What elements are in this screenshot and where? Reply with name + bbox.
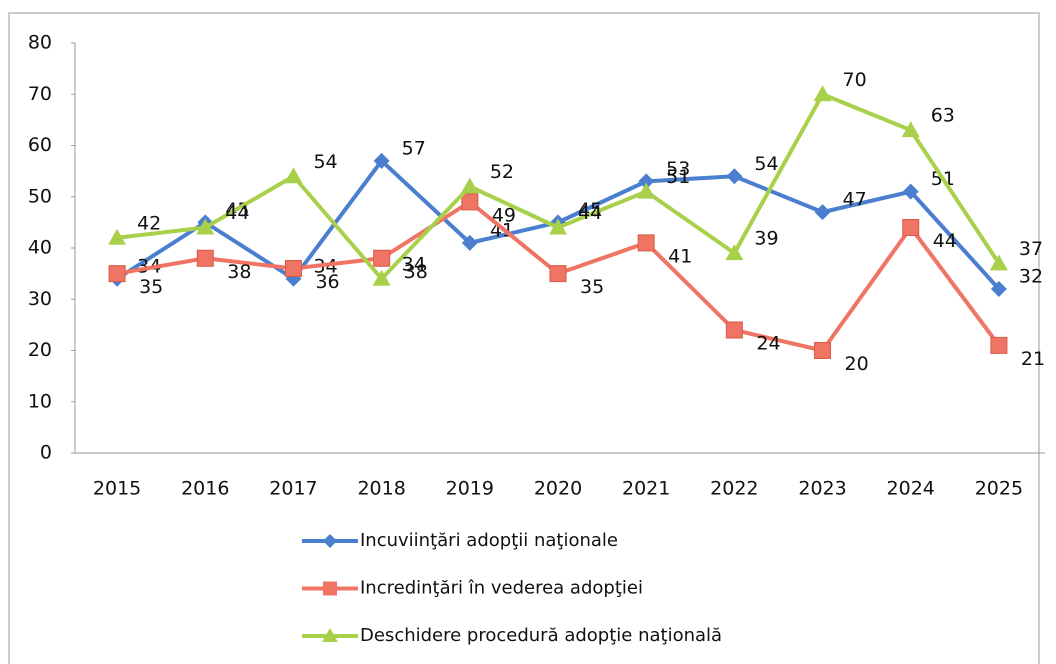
y-tick-label: 50 [28,185,52,207]
y-tick-label: 70 [28,83,52,105]
point [196,218,215,235]
chart-frame [8,12,1040,664]
data-label: 24 [756,333,780,355]
point [637,234,655,252]
data-label: 37 [1019,238,1043,260]
y-tick-label: 30 [28,288,52,310]
legend-label: Incredinţări în vederea adopţiei [360,578,643,599]
point [549,265,567,283]
x-tick-label: 2020 [534,478,582,500]
point [990,336,1008,354]
x-tick-label: 2015 [93,478,141,500]
legend: Incuviinţări adopţii naţionale Incredinţă… [302,530,722,646]
data-label: 53 [666,158,690,180]
point [814,342,832,359]
legend-marker [323,581,337,596]
x-tick-label: 2024 [887,478,935,500]
point [725,321,743,339]
point [373,249,391,267]
point [726,168,743,185]
point [725,244,744,261]
point [990,281,1007,297]
x-tick-label: 2019 [446,478,494,500]
y-tick-label: 20 [28,339,52,361]
x-tick-label: 2017 [269,478,317,500]
legend-marker [323,534,337,548]
point [637,182,656,199]
data-label: 35 [580,276,604,298]
point [372,269,391,286]
y-tick-label: 80 [28,32,52,54]
x-tick-label: 2022 [710,478,758,500]
x-tick-label: 2018 [357,478,405,500]
data-label: 39 [754,228,778,250]
x-tick-label: 2023 [798,478,846,500]
point [902,219,920,236]
point [901,121,920,138]
data-label: 70 [843,69,867,91]
data-label: 35 [139,276,163,298]
point [284,260,302,277]
y-tick-label: 40 [28,237,52,259]
data-label: 38 [404,261,428,283]
point [638,173,655,190]
data-label: 44 [933,230,957,252]
point [284,167,303,184]
data-label: 34 [402,253,426,275]
data-label: 54 [754,153,778,175]
point [813,85,832,102]
data-label: 57 [402,137,426,159]
data-label: 32 [1019,266,1043,288]
data-label: 54 [313,151,337,173]
data-label: 49 [492,204,516,226]
y-tick-label: 10 [28,390,52,412]
data-label: 41 [668,245,692,267]
legend-label: Incuviinţări adopţii naţionale [360,530,618,551]
point [989,254,1008,271]
data-label: 51 [666,166,690,188]
x-tick-label: 2025 [975,478,1023,500]
data-label: 21 [1021,348,1045,370]
y-tick-label: 60 [28,134,52,156]
data-label: 36 [315,271,339,293]
data-label: 44 [578,202,602,224]
data-label: 20 [845,353,869,375]
point [549,218,567,235]
legend-label: Deschidere procedură adopţie naţională [360,625,722,646]
data-label: 52 [490,161,514,183]
point [814,204,831,221]
point [196,249,214,267]
data-label: 63 [931,105,955,127]
y-tick-label: 0 [40,442,52,464]
legend-marker [322,628,338,642]
point [461,193,479,211]
point [108,228,127,245]
point [461,234,478,251]
point [373,152,390,169]
point [902,183,919,200]
point [108,265,126,283]
data-label: 47 [843,189,867,211]
data-label: 38 [227,261,251,283]
point [460,177,479,194]
x-tick-label: 2016 [181,478,229,500]
data-label: 42 [137,212,161,234]
x-tick-label: 2021 [622,478,670,500]
data-label: 44 [225,202,249,224]
